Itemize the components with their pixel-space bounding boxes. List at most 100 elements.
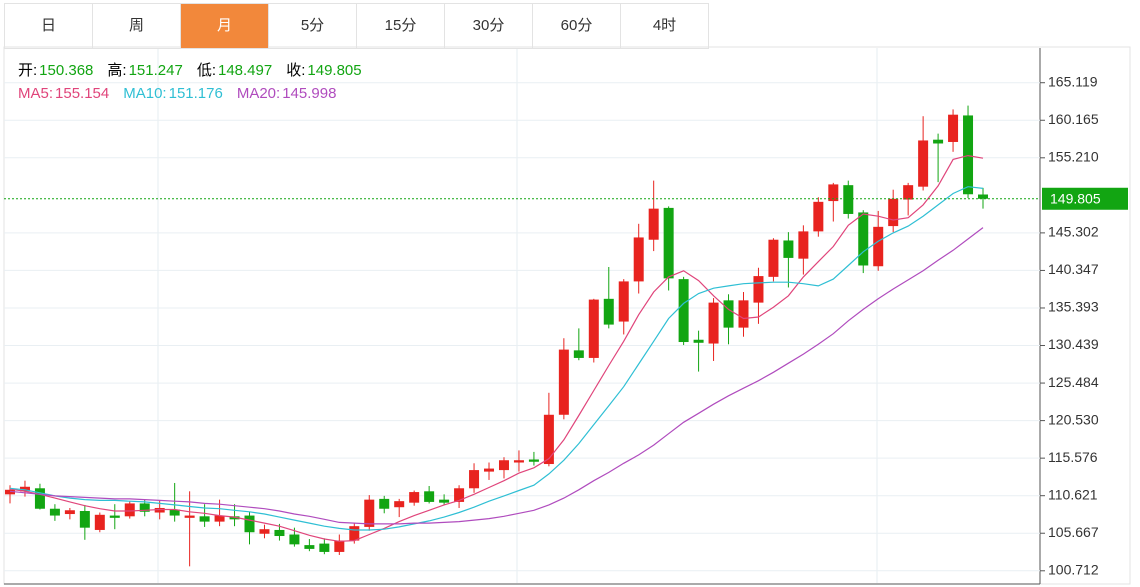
candle-body <box>5 489 15 495</box>
candle-body <box>244 515 255 533</box>
candle-body <box>214 515 225 522</box>
legend-name: MA20: <box>236 85 281 102</box>
candle-body <box>873 226 884 267</box>
candle-body <box>124 503 135 517</box>
period-tab[interactable]: 30分 <box>445 4 533 48</box>
ohlc-value: 150.368 <box>39 62 94 79</box>
ohlc-value: 149.805 <box>307 62 362 79</box>
candle-body <box>663 207 674 279</box>
period-tab[interactable]: 周 <box>93 4 181 48</box>
candle-body <box>289 534 300 545</box>
period-tab[interactable]: 月 <box>181 4 269 48</box>
legend-name: MA10: <box>123 85 167 102</box>
candle-body <box>19 486 30 492</box>
candle-body <box>454 488 465 502</box>
candle-body <box>424 491 435 502</box>
candle-body <box>588 299 599 358</box>
candle-body <box>723 300 734 328</box>
candle-body <box>169 509 180 516</box>
candle-body <box>678 279 689 343</box>
candle-body <box>229 516 240 520</box>
legend-name: MA5: <box>18 85 54 102</box>
y-tick-label: 155.210 <box>1048 149 1099 165</box>
chart-frame <box>3 46 1131 585</box>
candle-body <box>379 498 390 509</box>
ma-row: MA5: 155.154 MA10: 151.176 MA20: 145.998 <box>18 82 376 105</box>
ohlc-value: 148.497 <box>217 62 273 79</box>
y-tick-label: 145.302 <box>1048 224 1099 240</box>
ma-line <box>9 154 984 542</box>
period-tab[interactable]: 4时 <box>621 4 709 48</box>
y-tick-label: 100.712 <box>1048 561 1099 577</box>
candle-body <box>813 201 824 232</box>
period-tab[interactable]: 5分 <box>269 4 357 48</box>
candle-body <box>94 514 105 530</box>
candle-body <box>139 503 150 512</box>
candle-body <box>978 194 988 199</box>
ma-line <box>9 186 984 531</box>
ohlc-label: 收: <box>286 62 306 79</box>
candle-body <box>618 281 629 322</box>
ohlc-row: 开: 150.368 高: 151.247 低: 148.497 收: 149.805 <box>18 59 376 82</box>
candle-body <box>633 237 644 282</box>
candle-body <box>349 526 360 541</box>
candle-body <box>394 501 405 508</box>
candle-body <box>49 508 60 516</box>
candle-body <box>199 516 210 522</box>
candle-body <box>64 510 75 515</box>
last-price-tag <box>1042 187 1128 210</box>
y-tick-label: 140.347 <box>1048 261 1099 277</box>
y-tick-label: 125.484 <box>1048 374 1099 390</box>
y-tick-label: 165.119 <box>1048 73 1098 89</box>
candle-body <box>603 298 614 325</box>
candle-body <box>903 185 914 200</box>
candle-body <box>543 414 554 465</box>
y-tick-label: 105.667 <box>1048 524 1099 540</box>
candle-body <box>484 468 495 472</box>
candle-body <box>513 460 524 463</box>
candle-body <box>109 515 120 518</box>
candle-body <box>738 300 749 328</box>
candle-body <box>648 208 659 240</box>
candle-body <box>573 350 584 358</box>
candle-body <box>558 349 569 415</box>
period-tab[interactable]: 60分 <box>533 4 621 48</box>
candle-body <box>79 511 90 528</box>
period-tabs: 日周月 5分 15分 30分 60分 4时 <box>4 3 709 49</box>
candle-body <box>888 198 899 227</box>
legend-value: 155.154 <box>55 85 110 102</box>
candle-body <box>783 240 794 258</box>
period-tab[interactable]: 15分 <box>357 4 445 48</box>
y-tick-label: 160.165 <box>1048 111 1099 127</box>
ohlc-label: 低: <box>196 62 216 79</box>
candle-body <box>858 212 869 266</box>
candle-body <box>154 507 165 513</box>
period-tab[interactable]: 日 <box>5 4 93 48</box>
candle-body <box>948 114 959 142</box>
legend-value: 151.176 <box>168 85 223 102</box>
candle-body <box>304 545 315 549</box>
candle-body <box>753 276 764 303</box>
candle-body <box>933 139 944 144</box>
legend-value: 145.998 <box>282 85 337 102</box>
candle-body <box>918 140 929 187</box>
candle-body <box>693 339 704 343</box>
candle-body <box>439 499 450 503</box>
candle-body <box>768 239 779 277</box>
ohlc-label: 高: <box>107 62 127 79</box>
y-tick-label: 115.576 <box>1048 449 1098 465</box>
legend: 开: 150.368 高: 151.247 低: 148.497 收: 149.805 MA5… <box>18 59 376 105</box>
y-tick-label: 130.439 <box>1048 336 1099 352</box>
candle-body <box>528 459 539 462</box>
y-tick-label: 110.621 <box>1048 486 1098 502</box>
ma-line <box>9 227 984 525</box>
y-tick-label: 135.393 <box>1048 299 1099 315</box>
candle-body <box>469 470 480 489</box>
candle-body <box>798 231 809 259</box>
candle-body <box>259 529 270 534</box>
candle-body <box>334 540 345 552</box>
candle-body <box>843 185 854 214</box>
candle-body <box>184 515 195 518</box>
